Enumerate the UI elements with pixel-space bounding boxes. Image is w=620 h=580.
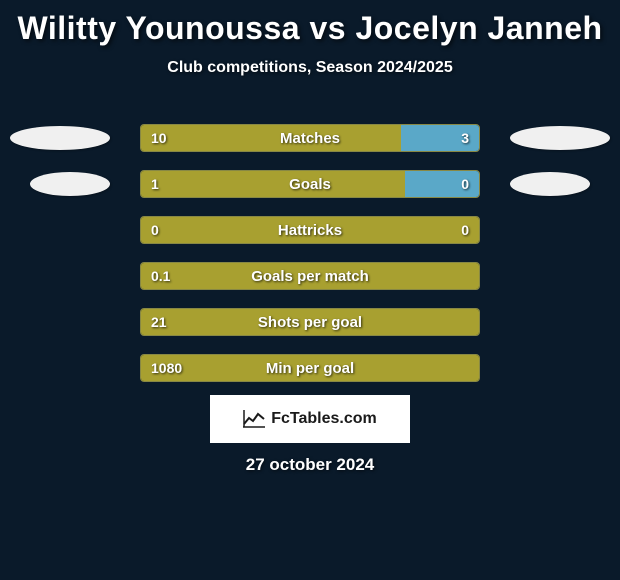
comparison-subtitle: Club competitions, Season 2024/2025: [0, 47, 620, 97]
stat-bar-left-fill: [141, 125, 401, 151]
player-right-marker: [510, 126, 610, 150]
stats-rows: 103Matches 10Goals 00Hattricks 0.1Goals per…: [0, 115, 620, 391]
stat-bar-track: 103Matches: [140, 124, 480, 152]
stat-row: 10Goals: [0, 161, 620, 207]
logo-box: FcTables.com: [210, 395, 410, 443]
comparison-date: 27 october 2024: [0, 455, 620, 475]
stat-row: 21Shots per goal: [0, 299, 620, 345]
stat-bar-track: 21Shots per goal: [140, 308, 480, 336]
stat-bar-left-fill: [141, 355, 479, 381]
stat-row: 0.1Goals per match: [0, 253, 620, 299]
player-left-marker: [30, 172, 110, 196]
stat-bar-left-fill: [141, 217, 479, 243]
stat-bar-track: 10Goals: [140, 170, 480, 198]
stat-bar-track: 1080Min per goal: [140, 354, 480, 382]
logo-text: FcTables.com: [271, 410, 377, 428]
comparison-title: Wilitty Younoussa vs Jocelyn Janneh: [0, 0, 620, 47]
chart-icon: [243, 410, 265, 428]
stat-bar-left-fill: [141, 171, 405, 197]
stat-row: 103Matches: [0, 115, 620, 161]
stat-bar-left-fill: [141, 263, 479, 289]
stat-row: 1080Min per goal: [0, 345, 620, 391]
stat-bar-track: 0.1Goals per match: [140, 262, 480, 290]
stat-bar-right-fill: [401, 125, 479, 151]
stat-row: 00Hattricks: [0, 207, 620, 253]
stat-bar-track: 00Hattricks: [140, 216, 480, 244]
player-left-marker: [10, 126, 110, 150]
player-right-marker: [510, 172, 590, 196]
stat-bar-right-fill: [405, 171, 479, 197]
stat-bar-left-fill: [141, 309, 479, 335]
